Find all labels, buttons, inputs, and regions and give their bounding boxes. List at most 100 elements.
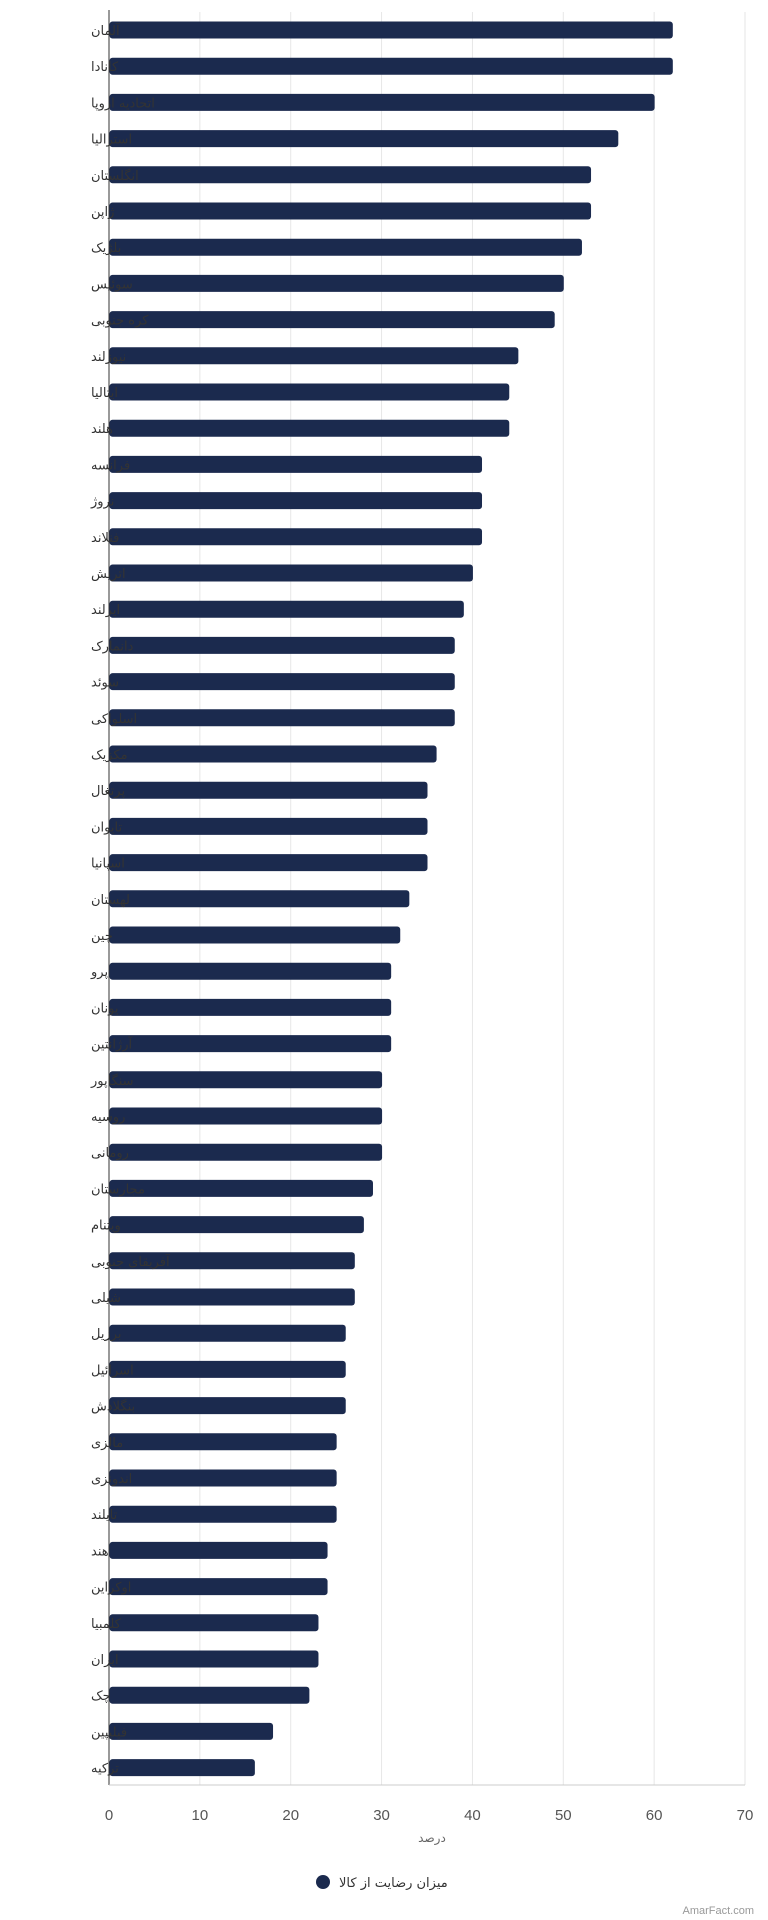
category-label: بلژیک [91,241,121,256]
bar[interactable] [109,492,483,510]
bar[interactable] [109,1759,255,1777]
bar[interactable] [109,455,483,473]
category-label: نروژ [90,495,114,510]
bar[interactable] [109,1397,346,1415]
bar[interactable] [109,998,392,1016]
bar[interactable] [109,564,473,582]
category-label: سوئد [91,676,119,691]
category-label: آفریقای جنوبی [91,1253,171,1270]
legend-label: میزان رضایت از کالا [339,1876,448,1891]
bar[interactable] [109,926,401,944]
bar[interactable] [109,1252,355,1270]
bar[interactable] [109,1614,319,1632]
x-axis-title: درصد [418,1831,446,1846]
bar[interactable] [109,419,510,437]
x-tick-label: 10 [192,1807,209,1824]
category-label: بنگلادش [91,1399,135,1415]
bar[interactable] [109,1505,337,1523]
bar[interactable] [109,1360,346,1378]
category-label: کره جنوبی [91,314,149,329]
bars [109,21,673,1777]
category-label: ایرلند [91,603,120,618]
bar[interactable] [109,890,410,908]
bar[interactable] [109,347,519,365]
bar[interactable] [109,57,673,75]
bar[interactable] [109,600,464,618]
bar[interactable] [109,781,428,799]
bar[interactable] [109,93,655,111]
bar[interactable] [109,1324,346,1342]
bar[interactable] [109,528,483,546]
category-label: یونان [91,1001,119,1016]
bar[interactable] [109,673,455,691]
category-label: کلمبیا [91,1617,122,1632]
category-label: ژاپن [91,205,114,220]
category-label: ویتنام [91,1219,121,1234]
x-tick-label: 60 [646,1807,663,1824]
category-label: اتحادیه اروپا [91,96,155,111]
category-label: پرتغال [91,784,125,799]
bar[interactable] [109,1216,364,1234]
bar[interactable] [109,1469,337,1487]
bar[interactable] [109,1650,319,1668]
bar[interactable] [109,238,582,256]
category-label: دانمارک [91,639,134,654]
bar[interactable] [109,311,555,329]
category-label: اوکراین [91,1581,131,1596]
bar[interactable] [109,1722,274,1740]
category-label: تایلند [91,1508,118,1523]
category-label: برزیل [91,1327,122,1342]
bar[interactable] [109,1179,373,1197]
category-label: آلمان [91,22,121,39]
category-label: اسپانیا [91,857,125,872]
category-label: رومانی [91,1146,129,1161]
bar[interactable] [109,962,392,980]
category-label: اندونزی [91,1472,132,1487]
category-label: اسلواکی [91,712,137,727]
category-label: استرالیا [91,133,132,148]
bar[interactable] [109,202,592,220]
x-tick-label: 50 [555,1807,572,1824]
category-label: سنگاپور [90,1073,134,1089]
category-label: فرانسه [91,458,130,473]
category-label: هلند [91,422,113,437]
bar[interactable] [109,274,564,292]
bar[interactable] [109,1288,355,1306]
bar[interactable] [109,745,437,763]
category-label: ترکیه [91,1762,119,1777]
bar[interactable] [109,166,592,184]
credit-text[interactable]: AmarFact.com [682,1905,754,1917]
bar[interactable] [109,854,428,872]
bar[interactable] [109,21,673,39]
bar[interactable] [109,1578,328,1596]
bar[interactable] [109,1433,337,1451]
bar[interactable] [109,1143,383,1161]
bar[interactable] [109,1107,383,1125]
bar[interactable] [109,383,510,401]
x-tick-label: 30 [373,1807,390,1824]
category-label: لهستان [91,893,130,908]
bar[interactable] [109,709,455,727]
legend[interactable]: میزان رضایت از کالا [316,1875,448,1891]
bar[interactable] [109,1686,310,1704]
legend-marker [316,1875,330,1889]
category-label: اتریش [91,567,126,582]
x-tick-label: 20 [282,1807,299,1824]
category-label: شیلی [91,1291,121,1306]
bar[interactable] [109,817,428,835]
x-tick-label: 40 [464,1807,481,1824]
bar[interactable] [109,1541,328,1559]
category-label: آرژانتین [91,1036,134,1053]
category-label: فنلاند [91,531,119,546]
bar[interactable] [109,636,455,654]
x-tick-label: 0 [105,1807,113,1824]
category-label: مجارستان [91,1182,145,1197]
bar[interactable] [109,1071,383,1089]
category-label: ایران [91,1653,119,1668]
category-label: کانادا [91,60,119,75]
bar[interactable] [109,1035,392,1053]
category-label: روسیه [91,1110,125,1125]
category-label: هند [91,1544,109,1559]
bar[interactable] [109,130,619,148]
